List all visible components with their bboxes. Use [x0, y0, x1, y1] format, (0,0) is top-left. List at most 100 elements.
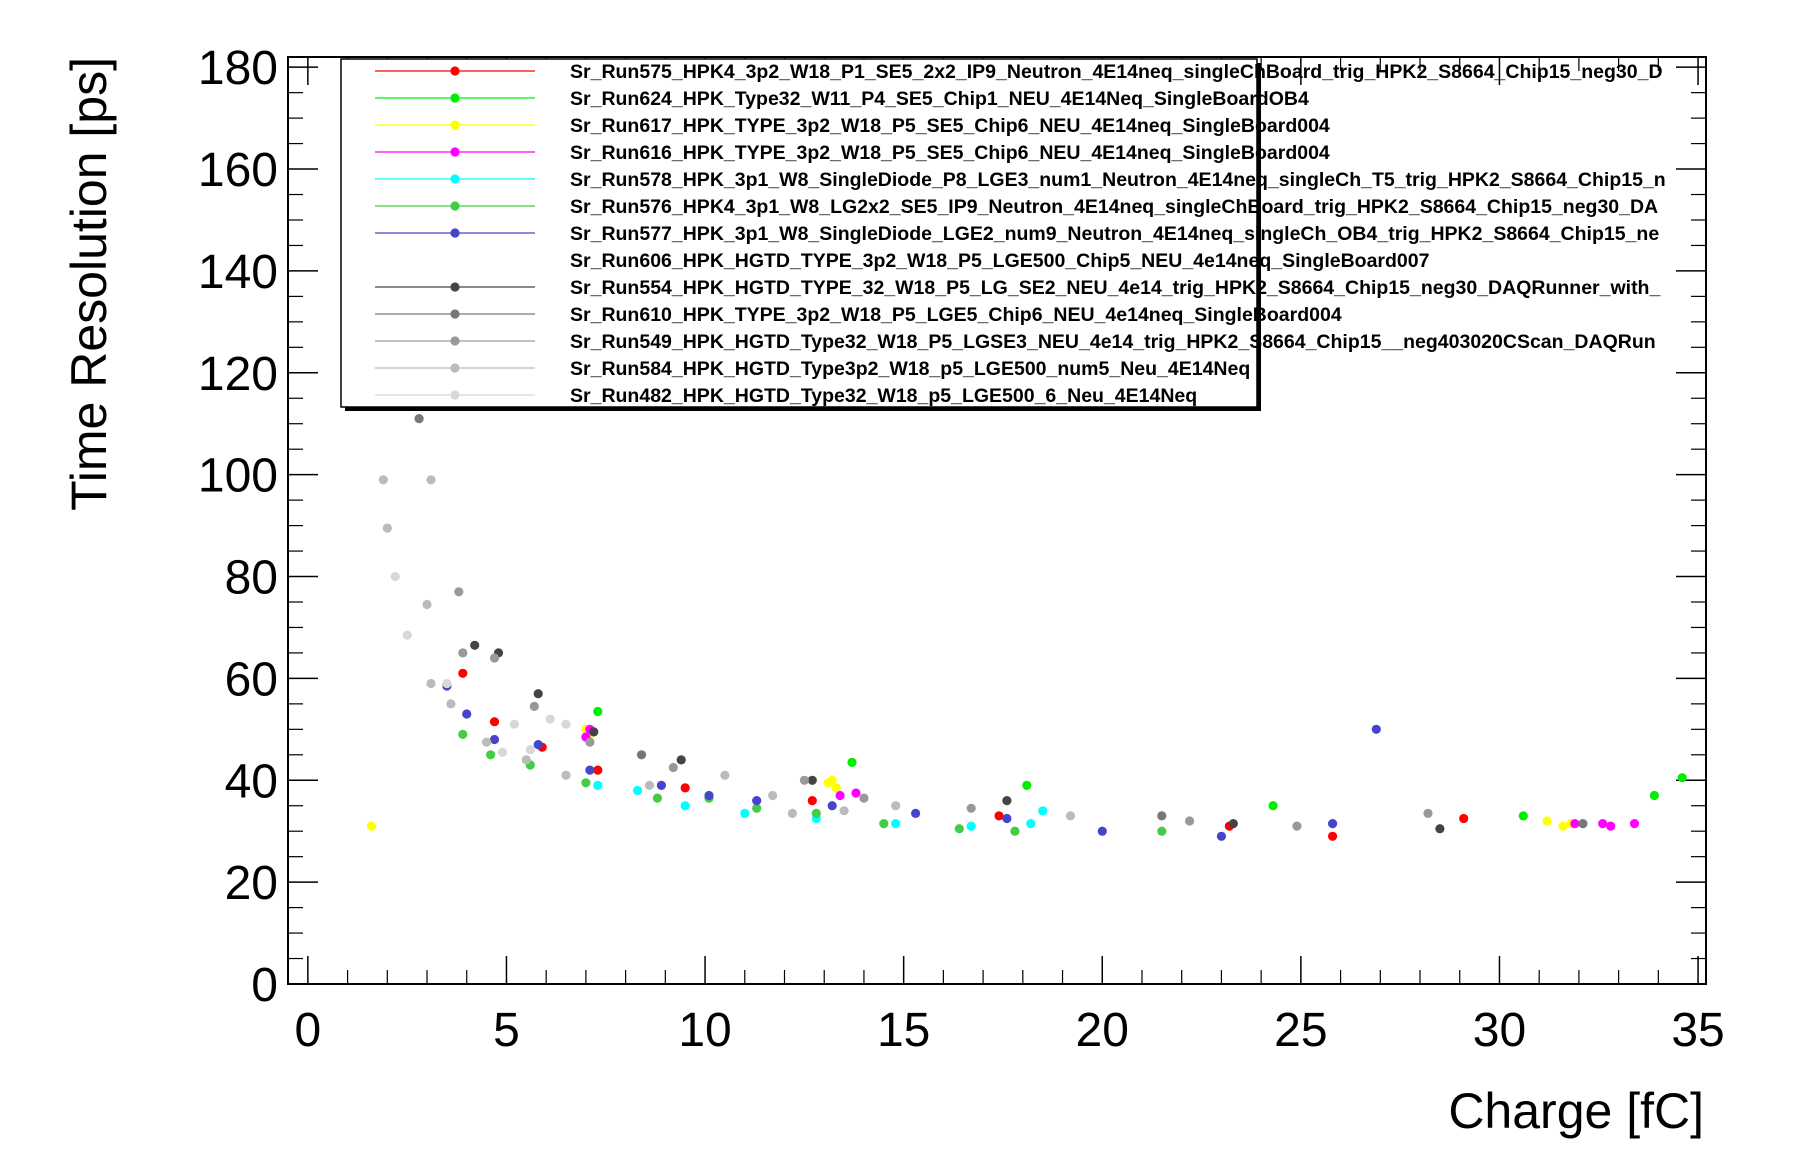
data-point [486, 750, 496, 760]
data-point [680, 801, 690, 811]
data-point [1157, 826, 1167, 836]
data-point [446, 699, 456, 709]
data-point [593, 780, 603, 791]
data-point [636, 750, 647, 760]
series-11-points [454, 587, 1433, 831]
legend-label: Sr_Run575_HPK4_3p2_W18_P1_SE5_2x2_IP9_Ne… [570, 61, 1663, 83]
data-point [668, 762, 678, 773]
data-point [799, 775, 810, 785]
data-point [1002, 796, 1012, 806]
plot-frame [287, 56, 1707, 985]
series-9-points [470, 640, 1445, 834]
data-point [847, 757, 857, 768]
series-7-points [442, 681, 1381, 841]
data-point [1558, 821, 1568, 831]
data-point [458, 648, 468, 658]
series-13-points [390, 571, 571, 757]
legend-marker [450, 66, 460, 76]
data-point [458, 729, 468, 740]
data-point [489, 734, 500, 745]
data-point [680, 783, 690, 793]
legend-label: Sr_Run482_HPK_HGTD_Type32_W18_p5_LGE500_… [570, 385, 1197, 407]
data-point [1026, 819, 1036, 829]
data-point [1185, 816, 1195, 826]
data-point [545, 714, 555, 724]
legend-label: Sr_Run616_HPK_TYPE_3p2_W18_P5_SE5_Chip6_… [570, 142, 1330, 164]
data-point [462, 709, 472, 719]
data-point [533, 689, 543, 699]
legend-label: Sr_Run577_HPK_3p1_W8_SingleDiode_LGE2_nu… [570, 223, 1659, 245]
data-point [652, 793, 663, 803]
data-point [585, 765, 595, 775]
data-point [593, 706, 603, 717]
data-point [1371, 724, 1381, 734]
x-tick-label: 20 [1076, 1004, 1129, 1057]
data-point [1268, 801, 1278, 811]
data-point [521, 755, 531, 765]
legend-label: Sr_Run578_HPK_3p1_W8_SingleDiode_P8_LGE3… [570, 169, 1666, 191]
data-point [632, 785, 643, 796]
x-tick-label: 15 [877, 1004, 930, 1057]
data-point [489, 653, 500, 663]
data-point [835, 790, 845, 801]
data-point [1677, 773, 1687, 783]
data-point [378, 475, 388, 485]
legend-label: Sr_Run584_HPK_HGTD_Type3p2_W18_p5_LGE500… [570, 358, 1250, 380]
data-point [1606, 821, 1616, 831]
legend-marker [450, 93, 460, 103]
legend-label: Sr_Run617_HPK_TYPE_3p2_W18_P5_SE5_Chip6_… [570, 115, 1330, 137]
y-tick-label: 100 [198, 450, 278, 503]
legend-marker [450, 228, 460, 238]
data-points [366, 414, 1687, 841]
y-tick-label: 40 [225, 755, 278, 808]
data-point [454, 587, 464, 597]
series-1-points [458, 668, 1469, 841]
data-point [1518, 811, 1528, 821]
series-4-points [581, 724, 1640, 831]
x-tick-label: 25 [1274, 1004, 1327, 1057]
x-tick-label: 30 [1473, 1004, 1526, 1057]
data-point [442, 678, 452, 689]
data-point [954, 824, 964, 834]
series-12-points [378, 475, 1076, 821]
data-point [966, 821, 976, 831]
y-tick-label: 180 [198, 42, 278, 95]
data-point [422, 599, 432, 610]
data-point [1542, 816, 1552, 826]
data-point [966, 803, 976, 813]
data-point [1157, 811, 1167, 821]
data-point [891, 801, 901, 811]
data-point [752, 803, 762, 813]
data-point [676, 755, 686, 765]
data-point [533, 740, 543, 750]
data-point [720, 770, 730, 780]
data-point [839, 806, 849, 816]
legend-marker [450, 255, 460, 265]
x-tick-label: 0 [295, 1004, 322, 1057]
data-point [827, 801, 837, 811]
data-point [1328, 819, 1338, 829]
data-point [851, 788, 861, 798]
data-point [585, 737, 595, 747]
series-3-points [366, 724, 1576, 831]
legend-marker [450, 120, 460, 130]
data-point [581, 778, 591, 788]
legend-marker [450, 390, 460, 400]
data-point [1038, 806, 1048, 816]
data-point [509, 719, 519, 729]
data-point [859, 793, 869, 803]
data-point [752, 796, 762, 806]
data-point [366, 821, 376, 831]
data-point [1228, 819, 1238, 829]
data-point [1097, 826, 1107, 836]
data-point [1570, 819, 1580, 829]
data-point [525, 745, 535, 755]
y-tick-label: 160 [198, 144, 278, 197]
legend: Sr_Run575_HPK4_3p2_W18_P1_SE5_2x2_IP9_Ne… [340, 58, 1666, 411]
data-point [1328, 831, 1338, 841]
data-point [1459, 813, 1469, 824]
x-axis-title: Charge [fC] [1448, 1083, 1704, 1139]
data-point [561, 770, 571, 780]
y-tick-label: 80 [225, 552, 278, 605]
x-tick-label: 5 [493, 1004, 520, 1057]
